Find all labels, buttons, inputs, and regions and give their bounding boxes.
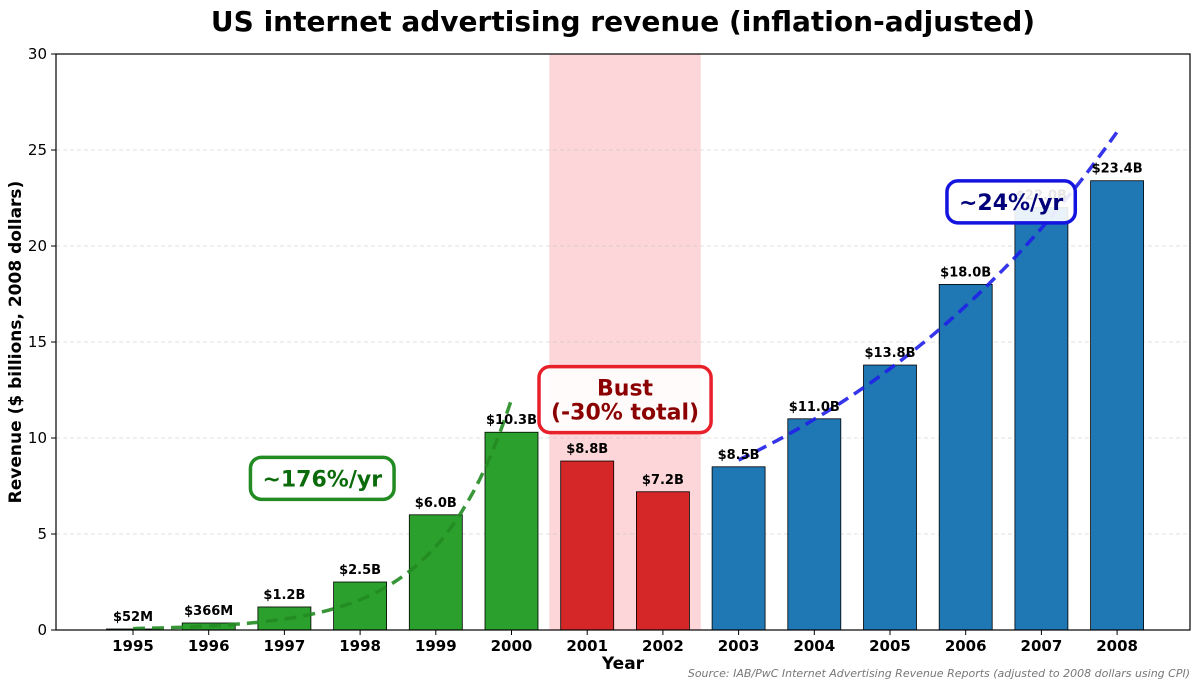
bar-2001	[560, 460, 615, 631]
x-tick-label: 2000	[491, 637, 533, 655]
y-axis-label: Revenue ($ billions, 2008 dollars)	[6, 181, 26, 504]
data-label-2008: $23.4B	[1092, 162, 1143, 177]
annotation-text: (-30% total)	[551, 401, 699, 426]
x-tick-label: 2002	[642, 637, 684, 655]
annotation-box	[945, 179, 1078, 225]
x-tick-label: 2008	[1096, 637, 1138, 655]
x-tick-label: 2007	[1021, 637, 1063, 655]
bar-2005	[863, 364, 917, 631]
annotation-text: Bust	[597, 377, 654, 402]
x-axis-label: Year	[601, 654, 645, 674]
bar-1997	[257, 606, 312, 631]
data-label-2006: $18.0B	[940, 265, 991, 280]
data-label-2003: $8.5B	[718, 448, 760, 463]
y-tick-label: 20	[28, 237, 47, 255]
y-tick-label: 25	[28, 141, 47, 159]
y-tick-label: 10	[28, 429, 47, 447]
data-label-1996: $366M	[184, 604, 233, 619]
x-tick-label: 1995	[112, 637, 154, 655]
bar-2002	[636, 491, 690, 631]
data-label-2001: $8.8B	[566, 442, 608, 457]
data-label-1998: $2.5B	[339, 563, 381, 578]
annotation-2: ~24%/yr	[945, 179, 1078, 225]
annotation-1: Bust(-30% total)	[537, 364, 713, 435]
x-tick-label: 2006	[945, 637, 987, 655]
bar-1999	[408, 514, 463, 631]
annotation-box	[248, 455, 396, 502]
x-tick-label: 2003	[718, 637, 760, 655]
x-tick-label: 1997	[264, 637, 306, 655]
y-tick-label: 15	[28, 333, 47, 351]
data-label-2002: $7.2B	[642, 473, 684, 488]
bar-2006	[938, 283, 993, 631]
bar-2008	[1090, 180, 1144, 631]
data-label-1999: $6.0B	[415, 496, 457, 511]
annotation-text: ~176%/yr	[262, 467, 382, 492]
data-label-2000: $10.3B	[486, 413, 537, 428]
annotation-0: ~176%/yr	[248, 455, 396, 502]
x-tick-label: 2004	[793, 637, 835, 655]
data-label-1997: $1.2B	[263, 588, 305, 603]
y-tick-label: 0	[37, 621, 47, 639]
bar-2000	[484, 431, 539, 631]
data-label-1995: $52M	[113, 610, 153, 625]
y-tick-label: 30	[28, 45, 47, 63]
x-tick-label: 1996	[188, 637, 230, 655]
data-label-2004: $11.0B	[789, 400, 840, 415]
x-tick-label: 2005	[869, 637, 911, 655]
bar-2007	[1014, 207, 1069, 631]
y-tick-label: 5	[37, 525, 47, 543]
annotation-text: ~24%/yr	[959, 191, 1063, 216]
bar-2003	[711, 466, 766, 631]
x-tick-label: 1999	[415, 637, 457, 655]
x-tick-label: 2001	[566, 637, 608, 655]
bar-2004	[787, 418, 842, 631]
data-label-2005: $13.8B	[864, 346, 915, 361]
boom-trend-line	[132, 398, 514, 631]
annotation-box	[537, 364, 713, 435]
chart-title: US internet advertising revenue (inflati…	[211, 5, 1035, 38]
source-note: Source: IAB/PwC Internet Advertising Rev…	[688, 667, 1190, 680]
x-tick-label: 1998	[339, 637, 381, 655]
